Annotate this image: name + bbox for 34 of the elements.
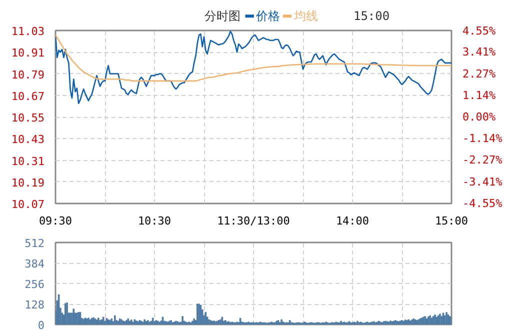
y-tick-label: 10.67 [11, 90, 45, 103]
y-tick-label: 0 [38, 319, 44, 330]
y-tick-label: 384 [24, 258, 45, 270]
legend-label: 均线 [292, 9, 318, 24]
legend-label: 价格 [255, 9, 280, 24]
y-tick-label: 256 [24, 278, 45, 291]
y2-tick-label: -2.27% [462, 154, 503, 167]
y2-tick-label: 1.14% [462, 88, 496, 102]
x-tick-label: 14:00 [336, 214, 370, 228]
line-series [56, 30, 452, 104]
y2-tick-label: 3.41% [462, 46, 496, 59]
x-tick-label: 11:30/13:00 [217, 214, 290, 228]
y2-tick-label: -1.14% [462, 132, 503, 146]
y-tick-label: 10.31 [11, 154, 45, 168]
x-tick-label: 15:00 [434, 214, 468, 228]
y-tick-label: 128 [24, 298, 45, 312]
chart-subtitle: 15:00 [353, 9, 390, 24]
y-tick-label: 10.07 [11, 198, 45, 211]
y-tick-label: 10.55 [11, 112, 45, 124]
y-tick-label: 10.19 [11, 176, 45, 190]
line-series [56, 34, 452, 82]
chart-title: 分时图 [204, 9, 240, 24]
y2-tick-label: 0.00% [462, 110, 496, 124]
y2-tick-label: 4.55% [462, 24, 496, 38]
x-tick-label: 10:30 [138, 214, 172, 228]
y2-tick-label: 2.27% [462, 67, 496, 80]
y-tick-label: 10.43 [11, 133, 45, 146]
y-tick-label: 11.03 [11, 25, 45, 38]
y2-tick-label: -3.41% [462, 175, 503, 188]
y2-tick-label: -4.55% [462, 197, 503, 210]
x-tick-label: 09:30 [38, 214, 72, 228]
y-tick-label: 512 [24, 237, 45, 250]
y-tick-label: 10.79 [11, 68, 45, 82]
y-tick-label: 10.91 [11, 46, 45, 60]
